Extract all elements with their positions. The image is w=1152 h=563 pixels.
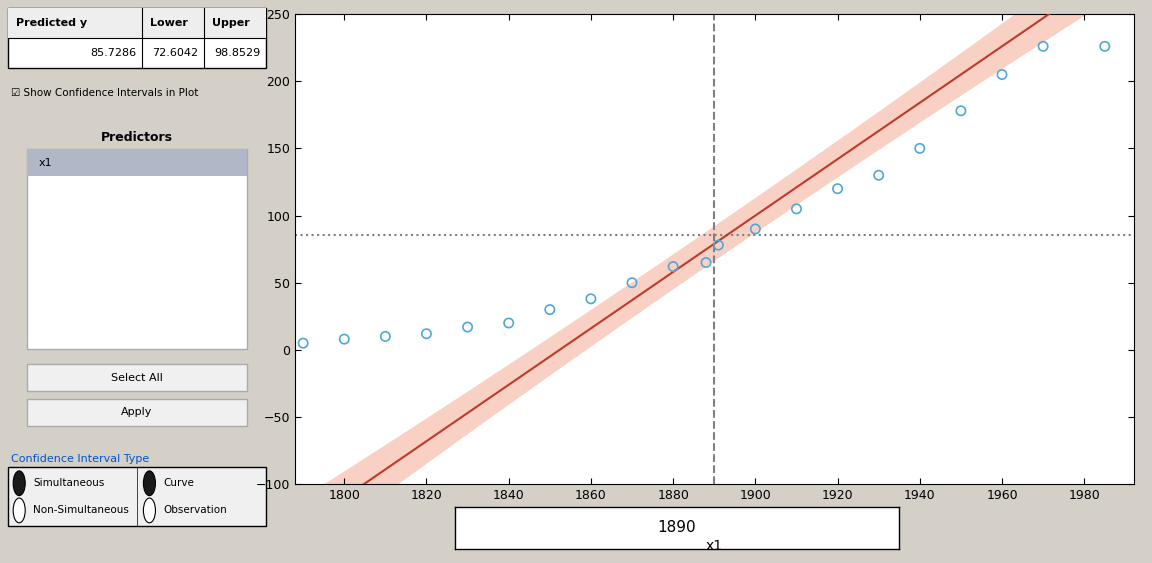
Text: Select All: Select All [111, 373, 164, 383]
Text: Observation: Observation [164, 506, 227, 516]
Text: Curve: Curve [164, 478, 194, 488]
Text: Non-Simultaneous: Non-Simultaneous [33, 506, 129, 516]
FancyBboxPatch shape [28, 149, 247, 349]
Point [710, 240, 728, 249]
Text: Apply: Apply [121, 407, 153, 417]
Point [458, 323, 477, 332]
Point [870, 171, 888, 180]
Point [664, 262, 682, 271]
Text: 98.8529: 98.8529 [214, 48, 260, 57]
FancyBboxPatch shape [28, 399, 247, 426]
Text: 85.7286: 85.7286 [91, 48, 137, 57]
Text: Predicted y: Predicted y [16, 18, 88, 28]
FancyBboxPatch shape [8, 467, 266, 526]
Text: Upper: Upper [212, 18, 250, 28]
Circle shape [143, 471, 156, 495]
Point [417, 329, 435, 338]
Point [582, 294, 600, 303]
Point [697, 258, 715, 267]
FancyBboxPatch shape [28, 364, 247, 391]
FancyBboxPatch shape [8, 8, 266, 38]
Point [500, 319, 518, 328]
Circle shape [13, 471, 25, 495]
Text: x1: x1 [706, 539, 722, 553]
Text: 1890: 1890 [658, 520, 696, 535]
Point [540, 305, 559, 314]
Point [1033, 42, 1052, 51]
Point [1096, 42, 1114, 51]
Point [993, 70, 1011, 79]
Point [746, 225, 765, 234]
Text: x1: x1 [38, 158, 52, 168]
FancyBboxPatch shape [28, 149, 247, 176]
Text: Simultaneous: Simultaneous [33, 478, 105, 488]
Text: ☑ Show Confidence Intervals in Plot: ☑ Show Confidence Intervals in Plot [12, 88, 198, 98]
Text: 72.6042: 72.6042 [152, 48, 198, 57]
FancyBboxPatch shape [8, 8, 266, 68]
Text: Predictors: Predictors [101, 131, 173, 145]
Point [952, 106, 970, 115]
Circle shape [143, 498, 156, 523]
Text: Lower: Lower [151, 18, 188, 28]
Point [335, 334, 354, 343]
Text: Confidence Interval Type: Confidence Interval Type [12, 454, 150, 464]
Point [377, 332, 395, 341]
Point [787, 204, 805, 213]
Circle shape [13, 498, 25, 523]
Point [910, 144, 929, 153]
Point [828, 184, 847, 193]
Point [623, 278, 642, 287]
Point [294, 338, 312, 347]
